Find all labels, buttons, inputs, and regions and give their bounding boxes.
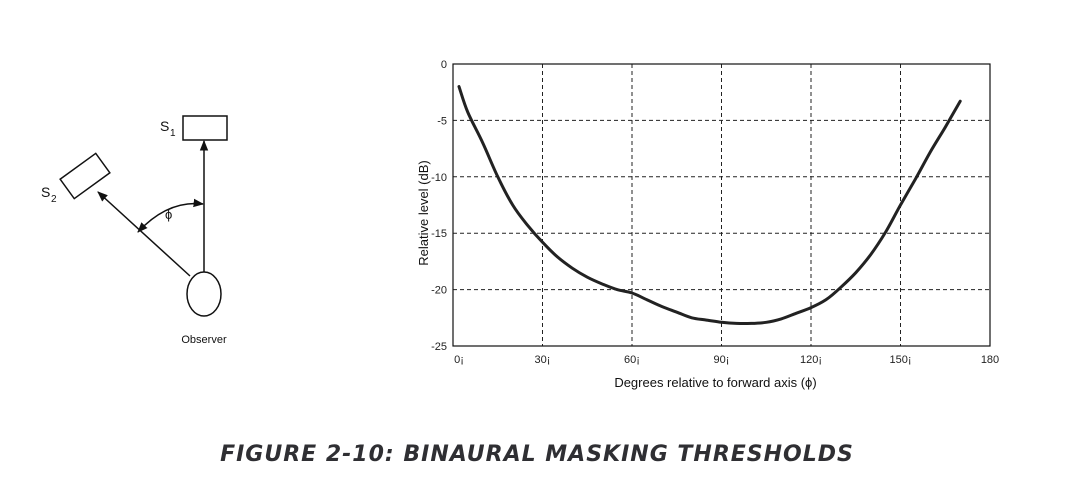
x-tick-label: 60¡ bbox=[624, 354, 640, 366]
x-tick-label: 90¡ bbox=[714, 354, 730, 366]
observer-head bbox=[186, 271, 222, 317]
y-tick-label: -25 bbox=[431, 341, 447, 353]
binaural-masking-figure: S 1 S 2 ϕ Observer 0¡ 30¡ 60¡ 90¡ 120¡ 150¡ 18… bbox=[41, 59, 999, 390]
source-2-subscript: 2 bbox=[51, 194, 57, 205]
y-tick-label: -5 bbox=[437, 115, 447, 127]
x-tick-label: 120¡ bbox=[800, 354, 822, 366]
source-2-speaker bbox=[59, 152, 111, 200]
angle-arc bbox=[137, 198, 205, 233]
x-tick-label: 30¡ bbox=[535, 354, 551, 366]
observer-label: Observer bbox=[181, 334, 227, 346]
y-axis-label: Relative level (dB) bbox=[416, 160, 431, 266]
x-axis-label: Degrees relative to forward axis (ϕ) bbox=[614, 375, 816, 390]
x-tick-label: 0¡ bbox=[454, 354, 464, 366]
y-tick-label: 0 bbox=[441, 59, 447, 71]
source-2-label: S bbox=[41, 184, 50, 200]
figure-svg: S 1 S 2 ϕ Observer 0¡ 30¡ 60¡ 90¡ 120¡ 150¡ 18… bbox=[41, 59, 999, 390]
source-2-direction-line bbox=[97, 191, 191, 277]
source-1-label: S bbox=[160, 118, 169, 134]
x-tick-label: 180 bbox=[981, 354, 999, 366]
x-tick-labels: 0¡ 30¡ 60¡ 90¡ 120¡ 150¡ 180 bbox=[454, 354, 999, 366]
y-tick-labels: 0 -5 -10 -15 -20 -25 bbox=[431, 59, 447, 353]
source-1-subscript: 1 bbox=[170, 128, 176, 139]
y-tick-label: -15 bbox=[431, 228, 447, 240]
source-1-speaker bbox=[182, 115, 228, 141]
chart-grid bbox=[453, 64, 990, 346]
x-tick-label: 150¡ bbox=[889, 354, 911, 366]
y-tick-label: -10 bbox=[431, 172, 447, 184]
angle-phi-label: ϕ bbox=[165, 207, 172, 222]
masking-threshold-chart: 0¡ 30¡ 60¡ 90¡ 120¡ 150¡ 180 0 -5 -10 -15 -20 -25 D… bbox=[416, 59, 999, 390]
masking-threshold-curve bbox=[457, 85, 962, 326]
plot-frame bbox=[452, 63, 991, 347]
figure-caption: FIGURE 2-10: BINAURAL MASKING THRESHOLDS bbox=[220, 442, 854, 467]
y-tick-label: -20 bbox=[431, 285, 447, 297]
observer-geometry-diagram: S 1 S 2 ϕ Observer bbox=[41, 115, 228, 346]
